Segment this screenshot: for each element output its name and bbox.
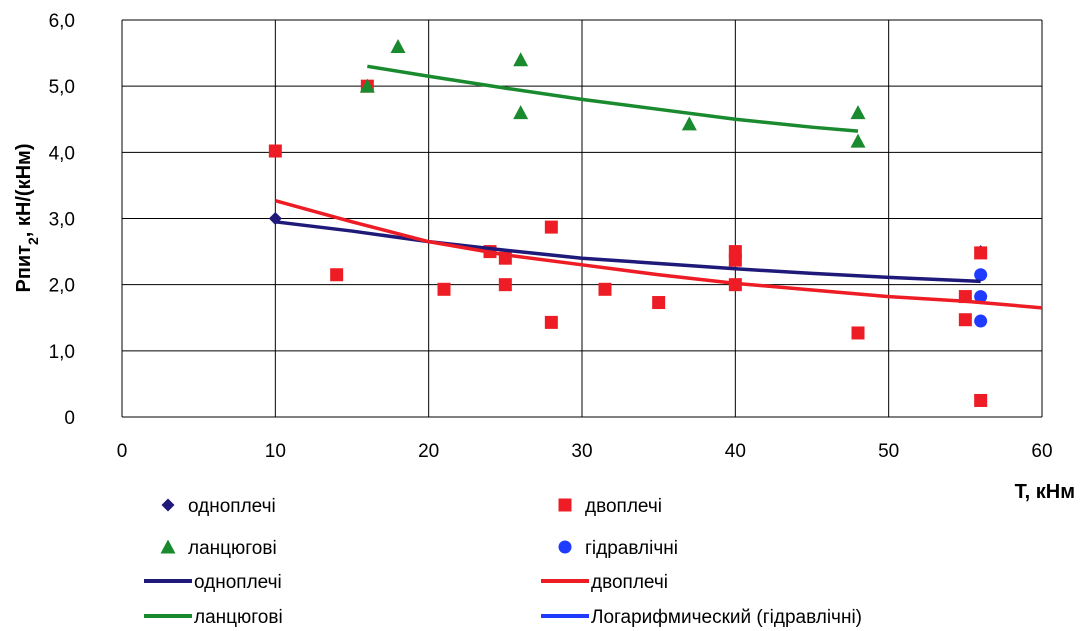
data-point (850, 133, 866, 148)
y-tick-label: 6,0 (49, 11, 75, 32)
data-point (498, 278, 512, 292)
data-point (728, 253, 742, 267)
data-point (652, 296, 666, 310)
legend: одноплечі двоплечі ланцюгові гідравлічні одн… (144, 496, 862, 628)
legend-marker-swatch (558, 540, 572, 554)
y-tick-label: 3,0 (49, 210, 75, 231)
legend-label: двоплечі (591, 572, 668, 593)
data-point (359, 78, 375, 93)
legend-item: Логарифмический (гідравлічні) (541, 607, 862, 628)
legend-label: ланцюгові (188, 538, 277, 559)
data-point (958, 313, 972, 327)
data-point (390, 38, 406, 53)
data-point (513, 105, 529, 120)
legend-label: двоплечі (585, 496, 662, 517)
y-tick-label: 4,0 (49, 143, 75, 164)
legend-marker-swatch (160, 539, 176, 554)
data-point (513, 52, 529, 67)
trend-line (367, 64, 859, 133)
series-3 (974, 268, 988, 328)
x-tick-label: 60 (1031, 441, 1052, 462)
data-point (437, 282, 451, 296)
data-point (544, 315, 558, 329)
y-tick-label: 1,0 (49, 342, 75, 363)
x-tick-label: 20 (418, 441, 439, 462)
legend-label: одноплечі (194, 572, 282, 593)
legend-item: одноплечі (161, 496, 276, 517)
data-point (598, 282, 612, 296)
data-point (974, 268, 988, 282)
data-point (544, 220, 558, 234)
trend-line (275, 220, 981, 284)
legend-marker-swatch (558, 498, 572, 512)
data-point (974, 314, 988, 328)
data-point (974, 393, 988, 407)
data-point (974, 246, 988, 260)
x-tick-label: 10 (265, 441, 286, 462)
legend-item: гідравлічні (558, 538, 678, 559)
y-tick-label: 2,0 (49, 276, 75, 297)
series-5 (274, 198, 1043, 310)
y-tick-label: 0 (64, 408, 75, 429)
trend-line (274, 198, 1043, 310)
legend-item: двоплечі (558, 496, 662, 517)
series-4 (275, 220, 981, 284)
data-point (974, 290, 988, 304)
legend-label: гідравлічні (585, 538, 678, 559)
legend-label: ланцюгові (194, 607, 283, 628)
tick-labels: 0 10 20 30 40 50 60 0 1,0 2,0 3,0 4,0 5,0 6,0 (49, 11, 1053, 462)
legend-marker-swatch (161, 498, 175, 512)
legend-label: одноплечі (188, 496, 276, 517)
x-tick-label: 0 (117, 441, 128, 462)
series-layer (268, 38, 1043, 407)
legend-item: ланцюгові (160, 538, 277, 559)
series-2 (359, 38, 866, 148)
grid-lines (121, 19, 1043, 418)
legend-item: одноплечі (144, 572, 282, 593)
x-axis-label: T, кНм (1015, 481, 1075, 503)
legend-label: Логарифмический (гідравлічні) (591, 607, 862, 628)
data-point (268, 144, 282, 158)
legend-item: ланцюгові (144, 607, 283, 628)
legend-item: двоплечі (541, 572, 668, 593)
data-point (681, 116, 697, 131)
data-point (851, 326, 865, 340)
data-point (330, 268, 344, 282)
x-tick-label: 40 (725, 441, 746, 462)
y-axis-label: Рпит2, кН/(кНм) (13, 143, 41, 292)
x-tick-label: 30 (571, 441, 592, 462)
x-tick-label: 50 (878, 441, 899, 462)
series-6 (367, 64, 859, 133)
data-point (850, 105, 866, 120)
series-1 (268, 79, 988, 407)
y-tick-label: 5,0 (49, 77, 75, 98)
